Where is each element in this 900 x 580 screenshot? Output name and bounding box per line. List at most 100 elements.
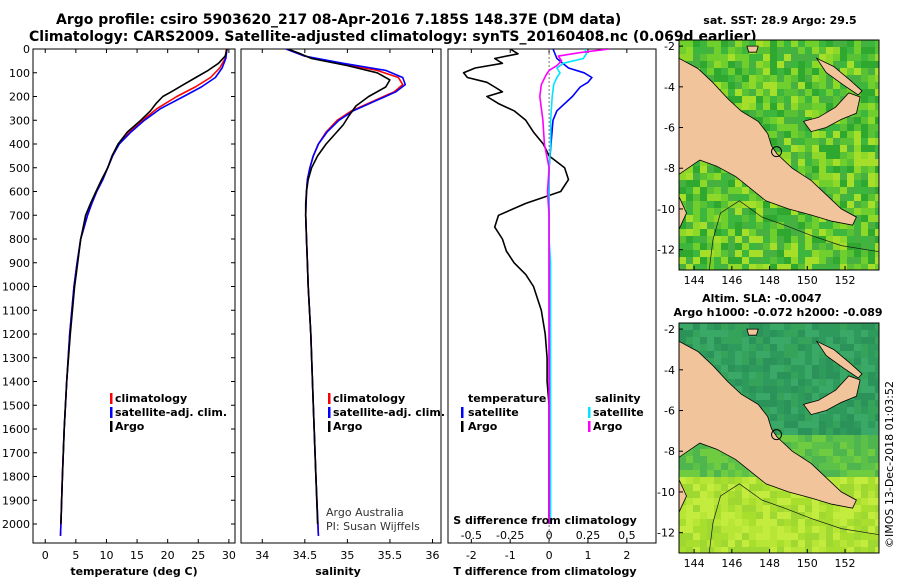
map-cell xyxy=(812,512,819,519)
map-cell xyxy=(707,250,714,257)
map-cell xyxy=(707,456,714,463)
map-cell xyxy=(742,54,749,61)
map-cell xyxy=(798,131,805,138)
map-cell xyxy=(791,393,798,400)
map-cell xyxy=(819,110,826,117)
map-cell xyxy=(826,526,833,533)
map-cell xyxy=(679,470,686,477)
map-cell xyxy=(770,540,777,547)
map-cell xyxy=(714,229,721,236)
map-cell xyxy=(812,152,819,159)
map-cell xyxy=(805,393,812,400)
map-cell xyxy=(840,124,847,131)
map-cell xyxy=(798,82,805,89)
map-cell xyxy=(791,519,798,526)
map-cell xyxy=(875,96,879,103)
map-cell xyxy=(749,512,756,519)
map-cell xyxy=(875,351,879,358)
map-cell xyxy=(777,236,784,243)
map-cell xyxy=(805,215,812,222)
map-cell xyxy=(756,484,763,491)
map-cell xyxy=(875,124,879,131)
map-cell xyxy=(770,229,777,236)
map-cell xyxy=(868,236,875,243)
map-cell xyxy=(861,484,868,491)
map-cell xyxy=(791,491,798,498)
map-cell xyxy=(875,519,879,526)
map-cell xyxy=(847,124,854,131)
map-cell xyxy=(756,519,763,526)
map-cell xyxy=(798,519,805,526)
map-cell xyxy=(868,358,875,365)
map-cell xyxy=(777,208,784,215)
map-cell xyxy=(847,449,854,456)
map-cell xyxy=(714,40,721,47)
map-cell xyxy=(833,82,840,89)
map-cell xyxy=(763,540,770,547)
x-tick-label: 35 xyxy=(340,549,354,562)
map-cell xyxy=(742,236,749,243)
sla-map-title-1: Altim. SLA: -0.0047 xyxy=(702,292,822,305)
map-cell xyxy=(742,372,749,379)
map-cell xyxy=(700,229,707,236)
map-cell xyxy=(777,344,784,351)
map-cell xyxy=(875,414,879,421)
map-cell xyxy=(833,40,840,47)
map-cell xyxy=(833,89,840,96)
map-cell xyxy=(854,400,861,407)
diff-legend-t-argo: Argo xyxy=(468,420,498,433)
y-tick-label: 1600 xyxy=(2,423,30,436)
map-cell xyxy=(728,519,735,526)
map-cell xyxy=(854,337,861,344)
map-cell xyxy=(721,323,728,330)
map-cell xyxy=(742,250,749,257)
difference-x2label: S difference from climatology xyxy=(453,514,637,527)
map-cell xyxy=(686,173,693,180)
map-cell xyxy=(861,229,868,236)
map-cell xyxy=(693,250,700,257)
map-cell xyxy=(728,505,735,512)
map-cell xyxy=(756,40,763,47)
map-cell xyxy=(700,456,707,463)
map-cell xyxy=(847,152,854,159)
map-cell xyxy=(721,491,728,498)
map-cell xyxy=(756,351,763,358)
map-cell xyxy=(714,82,721,89)
map-cell xyxy=(826,124,833,131)
map-cell xyxy=(714,180,721,187)
diff-legend-s-satellite: satellite xyxy=(593,406,644,419)
map-cell xyxy=(693,505,700,512)
map-cell xyxy=(861,180,868,187)
map-cell xyxy=(735,47,742,54)
map-cell xyxy=(756,491,763,498)
map-cell xyxy=(875,463,879,470)
map-cell xyxy=(784,358,791,365)
map-cell xyxy=(777,47,784,54)
map-cell xyxy=(714,215,721,222)
map-cell xyxy=(735,243,742,250)
map-cell xyxy=(791,222,798,229)
map-cell xyxy=(770,47,777,54)
map-cell xyxy=(700,194,707,201)
map-cell xyxy=(756,236,763,243)
map-cell xyxy=(868,264,875,270)
map-cell xyxy=(805,449,812,456)
map-cell xyxy=(854,365,861,372)
map-cell xyxy=(805,323,812,330)
map-cell xyxy=(805,372,812,379)
map-cell xyxy=(805,442,812,449)
map-cell xyxy=(826,145,833,152)
map-cell xyxy=(840,243,847,250)
map-cell xyxy=(749,110,756,117)
map-cell xyxy=(805,386,812,393)
map-cell xyxy=(840,470,847,477)
map-cell xyxy=(819,75,826,82)
map-cell xyxy=(861,470,868,477)
map-cell xyxy=(770,201,777,208)
map-cell xyxy=(854,330,861,337)
y-tick-label: 900 xyxy=(9,257,30,270)
map-cell xyxy=(784,519,791,526)
map-cell xyxy=(728,243,735,250)
map-cell xyxy=(868,505,875,512)
